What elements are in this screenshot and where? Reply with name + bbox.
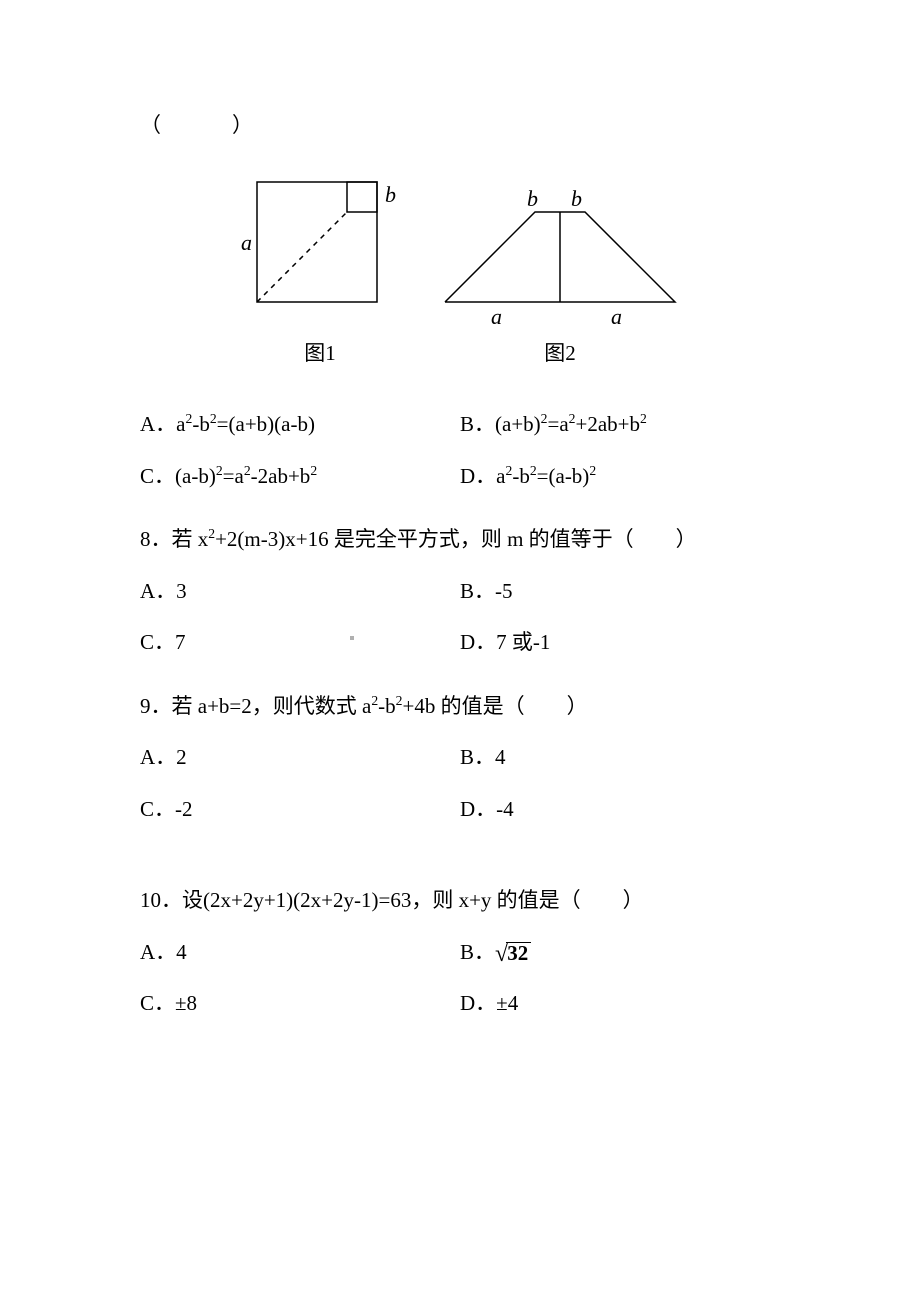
q8-option-d: D．7 或-1 [460, 627, 780, 659]
fig2-label-a1: a [491, 304, 502, 329]
q8-row2: C．7 D．7 或-1 [140, 627, 780, 659]
q9-option-a: A．2 [140, 742, 460, 774]
q10-option-d: D．±4 [460, 988, 780, 1020]
figure-row: a b 图1 b b a a 图2 [140, 172, 780, 370]
q10-option-a: A．4 [140, 937, 460, 969]
figure-1-label: 图1 [304, 338, 336, 370]
fig1-label-b: b [385, 182, 396, 207]
q9-row2: C．-2 D．-4 [140, 794, 780, 826]
q7-option-a: A．a2-b2=(a+b)(a-b) [140, 409, 460, 441]
sqrt-icon: √32 [495, 942, 531, 966]
q10-row2: C．±8 D．±4 [140, 988, 780, 1020]
figure-1: a b 图1 [235, 172, 405, 370]
answer-blank: （ ） [140, 110, 780, 142]
figure-2-svg: b b a a [435, 172, 685, 332]
q10-option-b: B．√32 [460, 937, 780, 969]
q7-option-b: B．(a+b)2=a2+2ab+b2 [460, 409, 780, 441]
q10-option-c: C．±8 [140, 988, 460, 1020]
q10-optb-prefix: B． [460, 940, 495, 964]
q7-option-d: D．a2-b2=(a-b)2 [460, 461, 780, 493]
fig2-label-b2: b [571, 186, 582, 211]
q8-row1: A．3 B．-5 [140, 576, 780, 608]
watermark-dot [350, 636, 354, 640]
q7-option-c: C．(a-b)2=a2-2ab+b2 [140, 461, 460, 493]
q9-option-d: D．-4 [460, 794, 780, 826]
q8-option-b: B．-5 [460, 576, 780, 608]
fig2-label-b1: b [527, 186, 538, 211]
q7-row1: A．a2-b2=(a+b)(a-b) B．(a+b)2=a2+2ab+b2 [140, 409, 780, 441]
figure-2: b b a a 图2 [435, 172, 685, 370]
q9-text: 9．若 a+b=2，则代数式 a2-b2+4b 的值是（ ） [140, 691, 780, 723]
q9-option-c: C．-2 [140, 794, 460, 826]
q8-option-a: A．3 [140, 576, 460, 608]
q9-row1: A．2 B．4 [140, 742, 780, 774]
q9-option-b: B．4 [460, 742, 780, 774]
q10-row1: A．4 B．√32 [140, 937, 780, 969]
fig2-label-a2: a [611, 304, 622, 329]
q8-text: 8．若 x2+2(m-3)x+16 是完全平方式，则 m 的值等于（ ） [140, 524, 780, 556]
fig1-label-a: a [241, 230, 252, 255]
q7-row2: C．(a-b)2=a2-2ab+b2 D．a2-b2=(a-b)2 [140, 461, 780, 493]
q8-option-c: C．7 [140, 627, 460, 659]
figure-1-svg: a b [235, 172, 405, 332]
q10-text: 10．设(2x+2y+1)(2x+2y-1)=63，则 x+y 的值是（ ） [140, 885, 780, 917]
figure-2-label: 图2 [544, 338, 576, 370]
